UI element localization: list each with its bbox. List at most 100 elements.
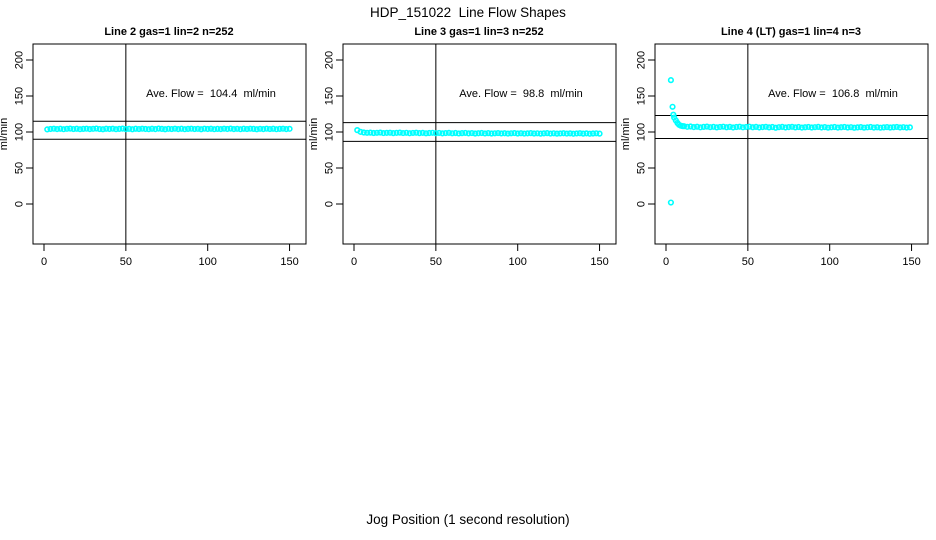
data-point [694,123,701,130]
data-point [237,126,244,133]
data-point [171,125,179,132]
data-point [772,124,779,131]
data-point [703,123,711,130]
data-point [805,123,812,131]
panel-3-title: Line 4 (LT) gas=1 lin=4 n=3 [720,26,862,38]
data-point [841,123,848,131]
data-point [537,130,544,137]
data-point [57,125,64,132]
data-point [383,129,390,136]
data-point [230,126,237,133]
data-point [155,125,162,132]
data-point [792,124,799,131]
data-point [279,125,287,132]
panel-2-title: Line 3 gas=1 lin=3 n=252 [414,26,544,38]
data-point [96,125,103,133]
data-point [432,130,439,137]
y-tick-label: 0 [14,201,26,207]
data-point [468,129,475,137]
data-point [890,124,897,131]
data-point [234,125,241,132]
data-point [266,125,274,133]
data-point [70,125,77,133]
panel-1-title: Line 2 gas=1 lin=2 n=252 [104,26,234,38]
data-point [416,130,423,137]
data-point [184,125,192,133]
data-point [766,124,773,131]
y-tick-label: 0 [636,201,648,207]
data-point [782,124,789,131]
data-point [386,129,394,136]
data-point [211,126,218,133]
data-point [517,130,525,137]
panel-2: 0 50 100 150 200 0 50 100 150 ml/min [308,43,617,268]
x-tick-label: 0 [663,256,669,268]
data-point [580,130,587,137]
panel-frame [342,43,617,245]
data-point [439,130,446,137]
data-point [227,125,234,132]
data-point [566,130,574,137]
data-point [263,125,270,132]
data-point [524,130,531,137]
data-point [168,125,175,133]
data-point [148,125,156,132]
data-point [126,125,133,132]
panel-frame [32,43,307,245]
data-point [877,124,884,131]
data-point [217,126,224,133]
data-point [452,129,459,137]
data-point [896,124,904,131]
data-point [847,124,855,131]
data-point [697,124,704,131]
data-point [762,123,769,130]
x-tick-label: 150 [902,256,920,268]
data-point [690,124,697,131]
x-axis-shared-label: Jog Position (1 second resolution) [366,512,570,527]
y-axis-label: ml/min [308,118,320,150]
data-point [165,125,172,132]
data-point [406,130,413,137]
data-point [390,130,397,137]
data-point [667,77,675,84]
data-point [854,124,861,131]
y-tick-label: 50 [324,162,336,174]
x-tick-label: 0 [41,256,47,268]
data-point [824,124,832,131]
data-point [726,123,733,130]
data-point [488,130,495,137]
data-point [870,124,877,131]
data-point [779,123,786,130]
data-point [834,124,841,131]
data-point [475,130,482,137]
data-point [207,125,215,132]
data-point [860,124,868,131]
data-point [670,111,677,118]
data-point [831,123,838,131]
data-point [426,129,433,137]
data-point [893,123,900,131]
data-point [377,129,384,136]
data-point [188,125,195,132]
data-point [710,123,717,130]
data-point [743,123,750,131]
data-point [900,124,907,131]
data-point [380,129,387,137]
data-point [247,125,254,132]
data-point [201,125,208,132]
data-point [534,130,541,137]
panel-1: 0 50 100 150 200 0 50 100 150 ml/min [0,43,307,268]
data-point [50,125,57,132]
data-point [106,125,113,133]
data-point [83,125,90,132]
data-point [119,125,126,132]
data-point [887,124,894,131]
data-point [736,123,743,130]
data-point [821,124,828,131]
y-tick-label: 100 [636,123,648,141]
data-point [63,125,71,132]
data-point [449,130,456,137]
x-tick-label: 50 [742,256,754,268]
data-point [723,124,730,131]
data-point [573,130,580,137]
